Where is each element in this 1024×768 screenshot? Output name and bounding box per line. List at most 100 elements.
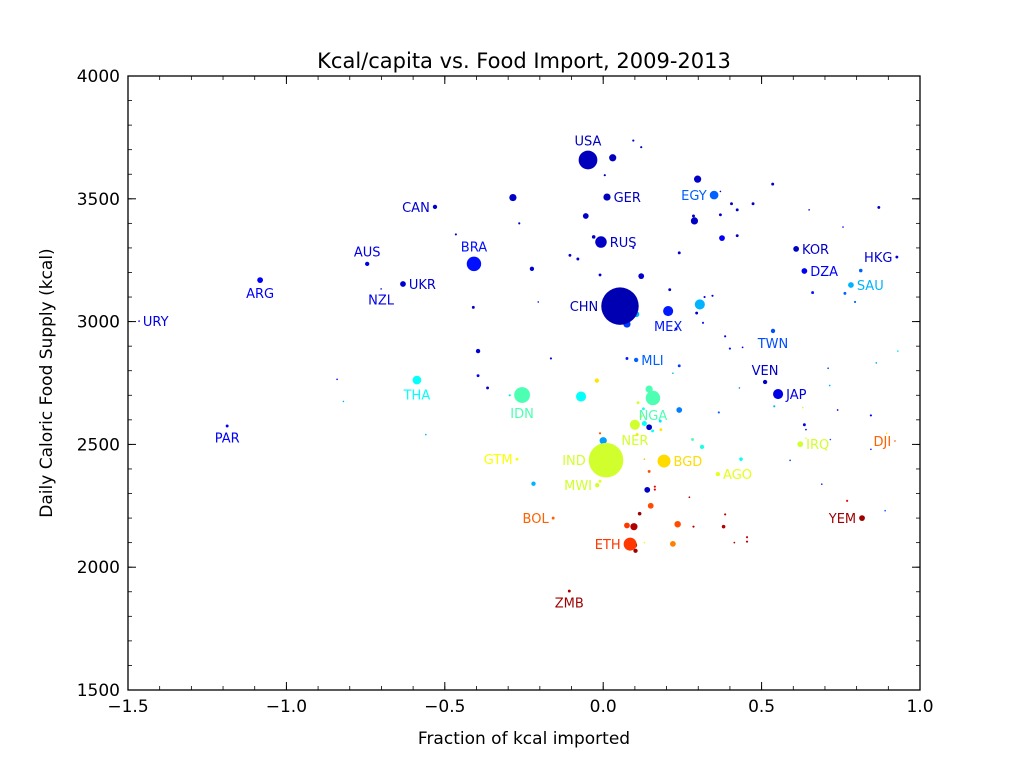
data-point-jap xyxy=(773,389,784,400)
data-point xyxy=(695,311,699,315)
data-point-ukr xyxy=(400,281,406,287)
data-point xyxy=(875,361,878,364)
data-point xyxy=(636,401,640,405)
data-point xyxy=(789,459,791,462)
data-point-ury xyxy=(138,320,140,322)
data-point xyxy=(711,294,714,297)
data-point xyxy=(591,235,596,239)
data-point xyxy=(691,438,694,441)
data-point-twn xyxy=(770,328,776,334)
data-point xyxy=(518,222,521,225)
data-point xyxy=(801,406,804,409)
data-point-bra xyxy=(466,256,482,272)
data-point xyxy=(643,541,646,544)
data-point xyxy=(853,300,857,304)
point-label-ago: AGO xyxy=(723,468,752,483)
point-label-nzl: NZL xyxy=(368,294,395,309)
data-point xyxy=(771,182,775,186)
data-point-egy xyxy=(709,190,719,200)
point-label-mli: MLI xyxy=(641,354,663,369)
data-point xyxy=(486,386,490,390)
data-point xyxy=(724,335,727,338)
x-axis-label: Fraction of kcal imported xyxy=(418,729,630,749)
data-point-chn xyxy=(601,287,639,325)
point-label-eth: ETH xyxy=(595,538,621,553)
data-point-par xyxy=(225,424,229,428)
data-point xyxy=(677,364,681,368)
data-point xyxy=(884,509,886,512)
data-point xyxy=(869,414,872,417)
data-point xyxy=(846,499,849,502)
data-point xyxy=(640,146,643,149)
data-point xyxy=(674,520,681,528)
data-point-aus xyxy=(365,261,370,267)
point-label-ger: GER xyxy=(614,191,641,206)
data-point xyxy=(651,429,655,433)
y-tick-label: 2000 xyxy=(77,558,120,578)
data-point xyxy=(703,295,706,299)
data-point-eth xyxy=(623,537,637,551)
data-point xyxy=(690,217,699,225)
data-point xyxy=(635,433,639,437)
data-point xyxy=(811,291,815,295)
data-point xyxy=(342,400,345,403)
data-point xyxy=(842,226,844,228)
data-point-hkg xyxy=(895,255,899,259)
data-point xyxy=(808,209,810,211)
data-point xyxy=(885,432,888,435)
data-point-ind xyxy=(588,442,624,478)
point-label-kor: KOR xyxy=(802,243,829,258)
data-point xyxy=(537,301,540,303)
data-point xyxy=(633,548,638,553)
data-point-tha xyxy=(412,375,422,385)
x-tick-label: 0.5 xyxy=(748,697,775,717)
data-point xyxy=(692,214,695,218)
point-label-nga: NGA xyxy=(639,409,668,424)
data-point xyxy=(471,305,475,309)
data-point-nga xyxy=(645,390,661,406)
point-label-egy: EGY xyxy=(681,189,707,204)
point-label-chn: CHN xyxy=(570,300,599,315)
plot-area-frame xyxy=(127,75,921,691)
point-label-hkg: HKG xyxy=(864,251,892,266)
data-point xyxy=(829,438,832,441)
data-point xyxy=(688,496,691,499)
x-tick-label: 1.0 xyxy=(906,697,933,717)
data-point-mwi xyxy=(595,483,600,488)
data-point-rus xyxy=(595,236,607,248)
point-label-ind: IND xyxy=(562,454,586,469)
data-point-ner xyxy=(629,419,640,430)
point-label-zmb: ZMB xyxy=(555,596,584,611)
data-point xyxy=(694,175,702,183)
data-point xyxy=(625,357,629,360)
data-point xyxy=(719,235,725,241)
data-point xyxy=(802,423,806,427)
data-point xyxy=(670,540,676,547)
point-label-bgd: BGD xyxy=(674,455,703,470)
data-point-dji xyxy=(894,440,896,442)
data-point xyxy=(632,139,635,142)
x-tick-label: −1.0 xyxy=(266,697,307,717)
data-point xyxy=(751,202,755,206)
data-point-bol xyxy=(551,516,555,520)
data-point xyxy=(598,432,602,435)
data-point xyxy=(674,327,678,331)
x-tick-label: −0.5 xyxy=(424,697,465,717)
data-point xyxy=(745,536,749,539)
data-point xyxy=(336,378,338,381)
data-point-usa xyxy=(578,150,598,170)
data-point xyxy=(877,205,881,209)
data-point xyxy=(476,374,480,378)
point-label-bol: BOL xyxy=(523,512,550,527)
data-point-nzl xyxy=(380,288,382,290)
y-tick-labels: 1500 2000 2500 3000 3500 4000 xyxy=(77,67,120,701)
data-point-yem xyxy=(859,515,865,521)
point-label-jap: JAP xyxy=(785,388,806,403)
y-tick-label: 4000 xyxy=(77,67,120,87)
data-point xyxy=(475,348,481,354)
point-label-dji: DJI xyxy=(873,435,891,450)
data-point-zmb xyxy=(567,589,571,593)
data-point xyxy=(529,266,535,271)
data-point xyxy=(728,347,731,350)
data-point xyxy=(509,193,517,202)
